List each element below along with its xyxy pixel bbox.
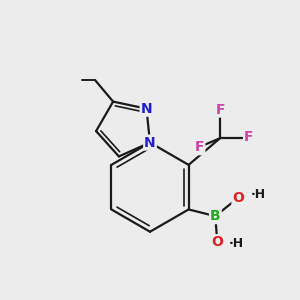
Text: O: O [211,235,223,249]
Text: O: O [232,190,244,205]
Text: B: B [210,209,221,223]
Text: N: N [141,102,152,116]
Text: F: F [195,140,204,154]
Text: ·H: ·H [229,238,244,250]
Text: F: F [215,103,225,116]
Text: ·H: ·H [250,188,266,201]
Text: F: F [244,130,254,144]
Text: N: N [144,136,156,150]
